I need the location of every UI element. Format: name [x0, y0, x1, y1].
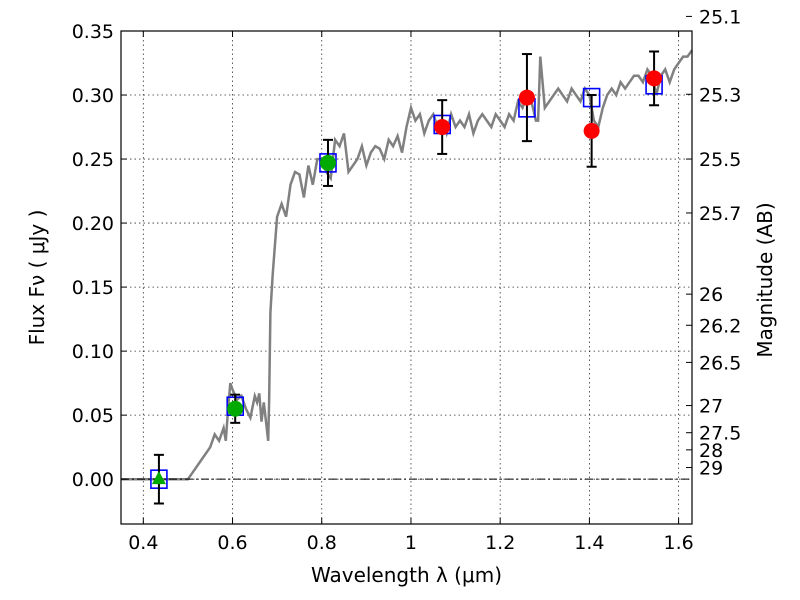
x-tick-label: 0.8 [307, 532, 337, 554]
upper-limit-triangle [151, 471, 166, 485]
observed-flux-point [434, 119, 451, 136]
y-tick-label: 0.00 [72, 469, 114, 491]
observed-flux-point [646, 70, 663, 87]
right-tick-label: 26.2 [699, 315, 741, 337]
x-axis-title: Wavelength λ (μm) [311, 563, 502, 587]
right-tick-label: 25.7 [699, 203, 741, 225]
grid [121, 30, 692, 524]
y-tick-label: 0.05 [72, 405, 114, 427]
axis-ticks: 0.4 0.6 0.8 1 1.2 1.4 1.6 0.00 0.05 0.10 0.15 0.20 0… [72, 6, 742, 554]
right-tick-label: 28 [699, 440, 723, 462]
y-tick-label: 0.20 [72, 213, 114, 235]
right-tick-label: 27 [699, 396, 723, 418]
y-tick-label: 0.25 [72, 149, 114, 171]
right-tick-label: 29 [699, 458, 723, 480]
data-markers [150, 50, 663, 505]
right-tick-label: 26.5 [699, 352, 741, 374]
y-tick-label: 0.15 [72, 277, 114, 299]
right-tick-label: 27.5 [699, 423, 741, 445]
observed-flux-point [583, 122, 600, 139]
right-tick-label: 26 [699, 284, 723, 306]
right-tick-label: 25.1 [699, 6, 741, 28]
plot-frame [120, 30, 693, 525]
observed-flux-point [319, 154, 336, 171]
right-axis-title: Magnitude (AB) [753, 202, 777, 357]
right-tick-label: 25.3 [699, 84, 741, 106]
x-tick-label: 1 [405, 532, 417, 554]
x-tick-label: 1.2 [485, 532, 515, 554]
y-axis-title: Flux Fν ( μJy ) [25, 210, 49, 346]
y-tick-label: 0.10 [72, 341, 114, 363]
x-tick-label: 0.6 [217, 532, 247, 554]
model-spectrum-line [121, 49, 694, 481]
right-tick-label: 25.5 [699, 149, 741, 171]
x-tick-label: 0.4 [128, 532, 158, 554]
y-tick-label: 0.30 [72, 85, 114, 107]
observed-flux-point [518, 89, 535, 106]
observed-flux-point [227, 400, 244, 417]
x-tick-label: 1.4 [574, 532, 604, 554]
y-tick-label: 0.35 [72, 21, 114, 43]
x-tick-label: 1.6 [664, 532, 694, 554]
